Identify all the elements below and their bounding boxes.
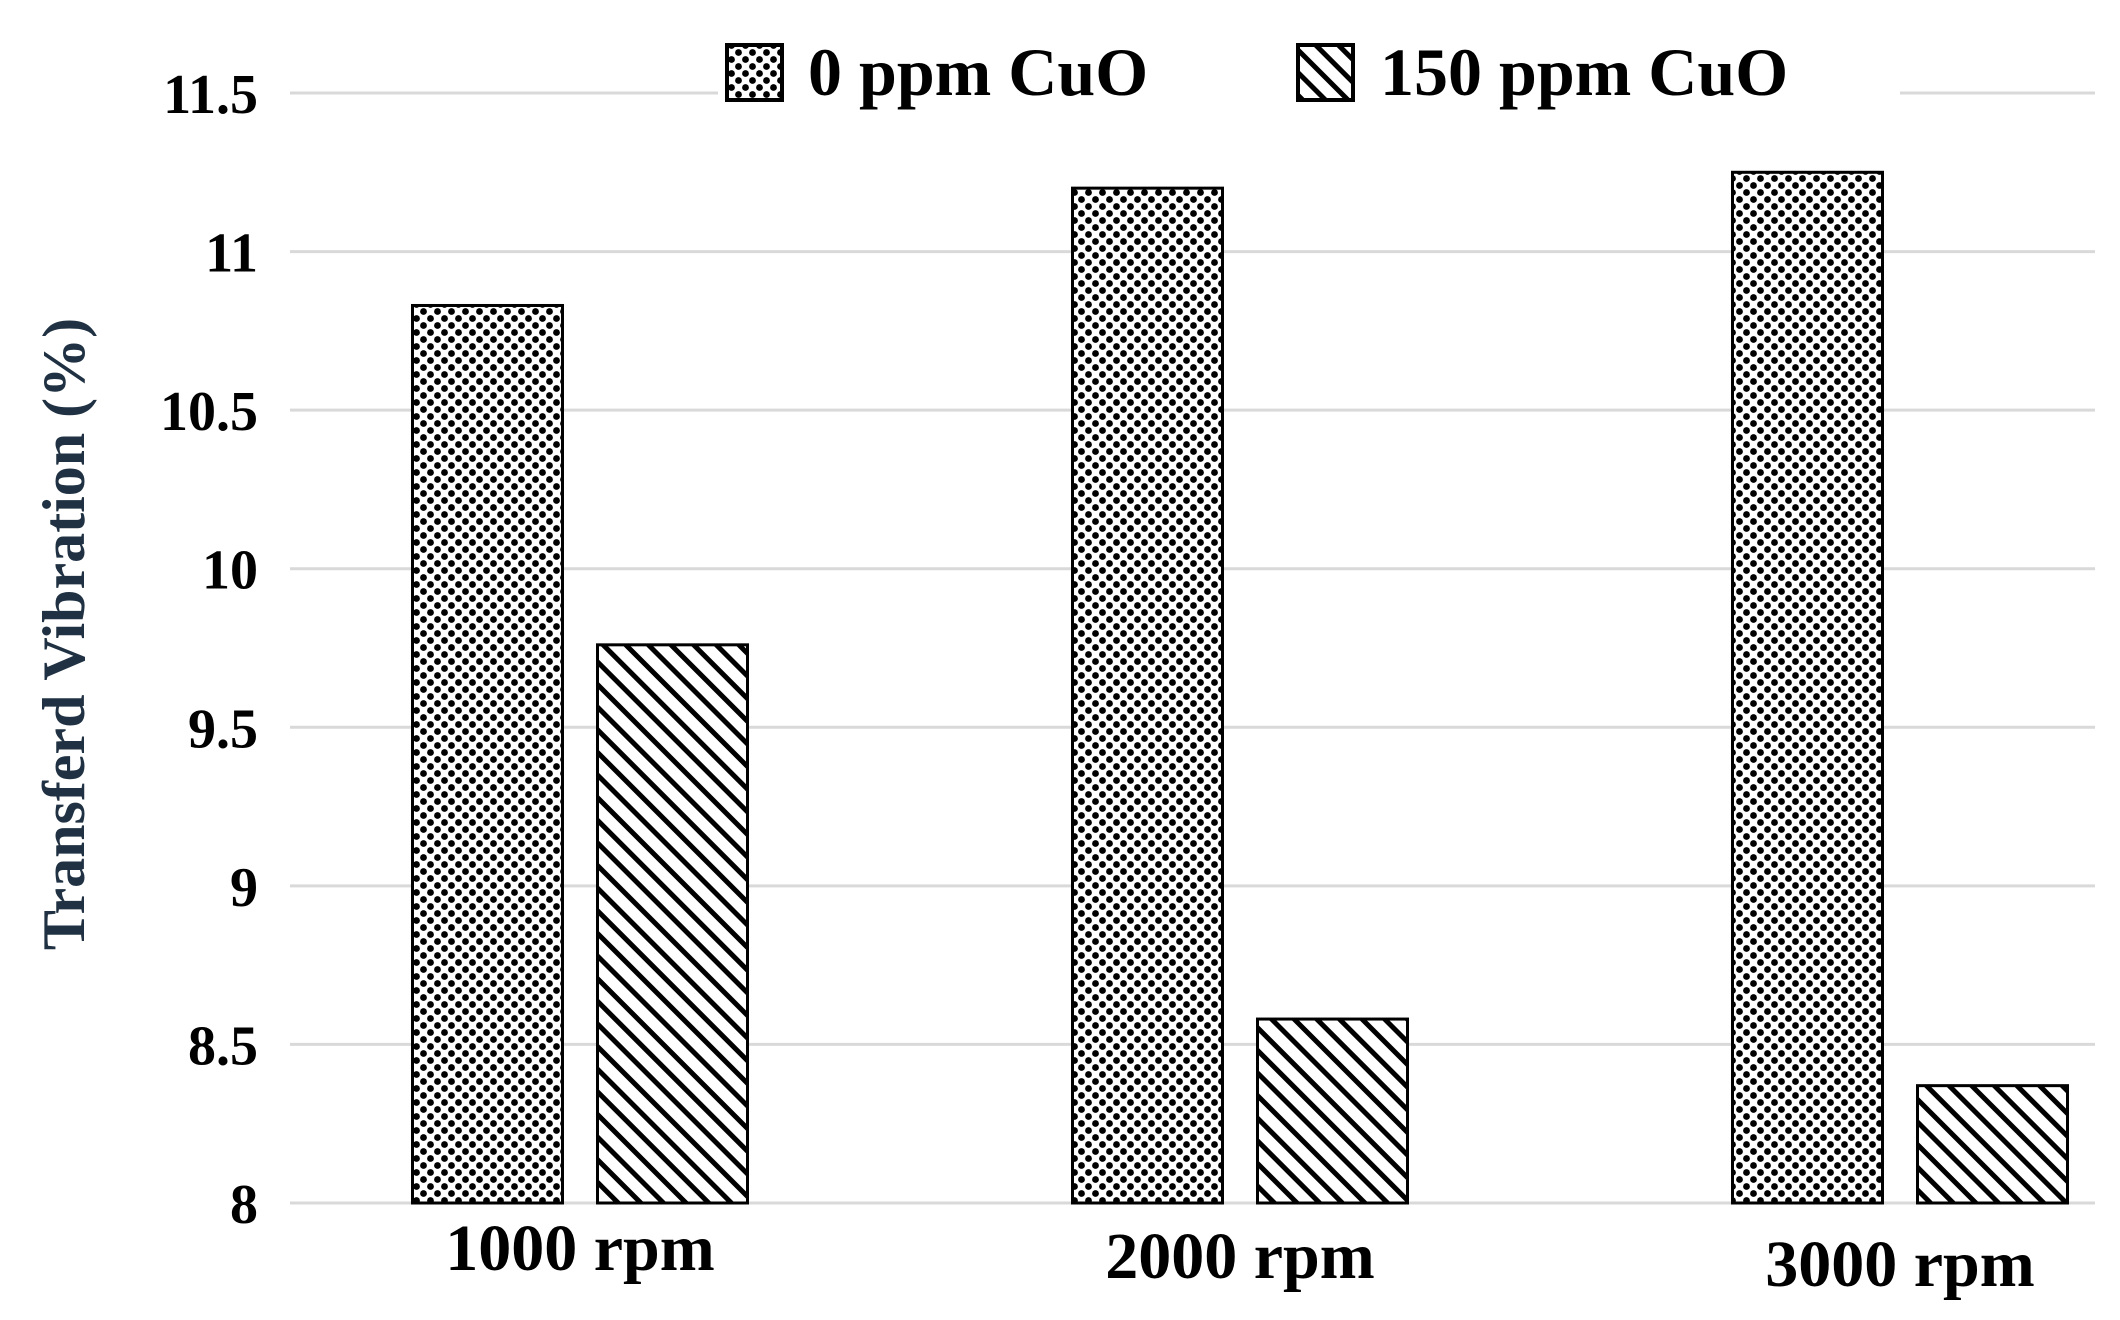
bar-150ppm-2000-rpm bbox=[1256, 1017, 1409, 1205]
bar-0ppm-1000-rpm bbox=[411, 303, 564, 1205]
bar-150ppm-3000-rpm bbox=[1916, 1084, 2069, 1205]
x-tick-label: 2000 rpm bbox=[1105, 1220, 1374, 1293]
bar-0ppm-3000-rpm bbox=[1731, 170, 1884, 1205]
legend-label-0ppm: 0 ppm CuO bbox=[808, 34, 1148, 110]
legend-swatch-150ppm bbox=[1296, 43, 1355, 102]
bar-150ppm-1000-rpm bbox=[596, 643, 749, 1205]
bars bbox=[411, 170, 2069, 1205]
y-tick-label: 8.5 bbox=[188, 1015, 258, 1077]
y-tick-label: 11 bbox=[205, 223, 258, 285]
x-tick-label: 1000 rpm bbox=[445, 1212, 714, 1285]
y-tick-label: 9 bbox=[230, 857, 258, 919]
bar-0ppm-2000-rpm bbox=[1071, 186, 1224, 1205]
legend-label-150ppm: 150 ppm CuO bbox=[1380, 34, 1788, 110]
y-tick-label: 11.5 bbox=[163, 64, 258, 126]
y-tick-label: 10 bbox=[202, 540, 258, 602]
y-tick-label: 8 bbox=[230, 1174, 258, 1236]
y-axis-label: Transferd Vibration (%) bbox=[31, 318, 97, 950]
y-tick-label: 10.5 bbox=[160, 381, 258, 443]
legend-swatch-0ppm bbox=[725, 43, 784, 102]
legend: 0 ppm CuO 150 ppm CuO bbox=[718, 20, 1900, 125]
y-axis-ticks: 8 8.5 9 9.5 10 10.5 11 11.5 bbox=[160, 64, 258, 1236]
x-axis-ticks: 1000 rpm 2000 rpm 3000 rpm bbox=[445, 1212, 2034, 1301]
y-tick-label: 9.5 bbox=[188, 698, 258, 760]
x-tick-label: 3000 rpm bbox=[1765, 1228, 2034, 1301]
